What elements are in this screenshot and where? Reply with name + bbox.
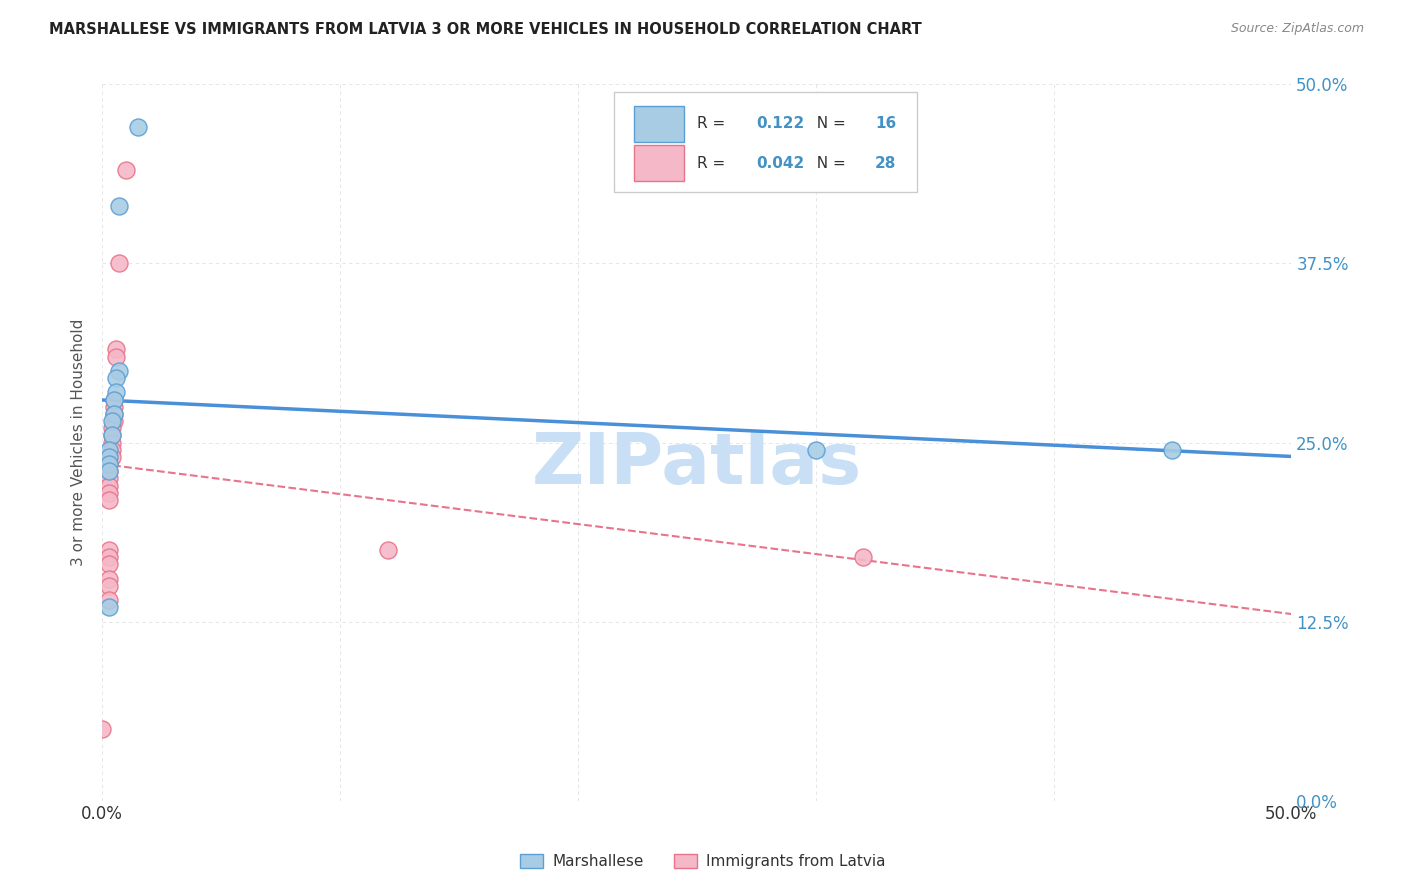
Point (98, 442, 121, 457)
FancyBboxPatch shape (613, 92, 917, 192)
Text: R =: R = (697, 156, 730, 170)
FancyBboxPatch shape (634, 106, 683, 142)
Point (103, 392, 125, 407)
Point (98, 550, 121, 565)
Point (100, 414, 122, 428)
Point (108, 256, 131, 270)
Point (98, 600, 121, 615)
Point (103, 407, 125, 421)
Point (98, 464, 121, 478)
Point (852, 550, 875, 565)
Legend: Marshallese, Immigrants from Latvia: Marshallese, Immigrants from Latvia (515, 847, 891, 875)
Text: 28: 28 (875, 156, 897, 170)
Point (100, 435, 122, 450)
Point (98, 485, 121, 500)
Text: ZIPatlas: ZIPatlas (531, 430, 862, 499)
Point (98, 478, 121, 492)
Point (108, 199, 131, 213)
Point (105, 343, 128, 357)
Point (91, 722, 114, 736)
Text: N =: N = (807, 116, 851, 131)
Point (103, 400, 125, 414)
Text: N =: N = (807, 156, 851, 170)
Point (100, 442, 122, 457)
Point (100, 450, 122, 464)
Point (98, 450, 121, 464)
Point (1161, 442, 1184, 457)
Point (103, 414, 125, 428)
Point (98, 464, 121, 478)
Point (98, 457, 121, 471)
Point (804, 442, 827, 457)
FancyBboxPatch shape (634, 145, 683, 181)
Point (98, 457, 121, 471)
Point (100, 428, 122, 442)
Text: R =: R = (697, 116, 730, 131)
Point (105, 350, 128, 364)
Point (98, 492, 121, 507)
Text: 0.042: 0.042 (756, 156, 804, 170)
Point (127, 120, 149, 135)
Point (98, 471, 121, 485)
Point (100, 421, 122, 435)
Point (98, 593, 121, 607)
Point (377, 543, 399, 558)
Point (103, 392, 125, 407)
Point (98, 558, 121, 572)
Point (100, 428, 122, 442)
Point (105, 385, 128, 400)
Point (98, 572, 121, 586)
Point (115, 163, 138, 178)
Text: MARSHALLESE VS IMMIGRANTS FROM LATVIA 3 OR MORE VEHICLES IN HOUSEHOLD CORRELATIO: MARSHALLESE VS IMMIGRANTS FROM LATVIA 3 … (49, 22, 922, 37)
Text: 16: 16 (875, 116, 897, 131)
Point (98, 543, 121, 558)
Y-axis label: 3 or more Vehicles in Household: 3 or more Vehicles in Household (72, 318, 86, 566)
Text: 0.122: 0.122 (756, 116, 804, 131)
Point (103, 407, 125, 421)
Point (108, 364, 131, 378)
Point (105, 371, 128, 385)
Text: Source: ZipAtlas.com: Source: ZipAtlas.com (1230, 22, 1364, 36)
Point (98, 579, 121, 593)
